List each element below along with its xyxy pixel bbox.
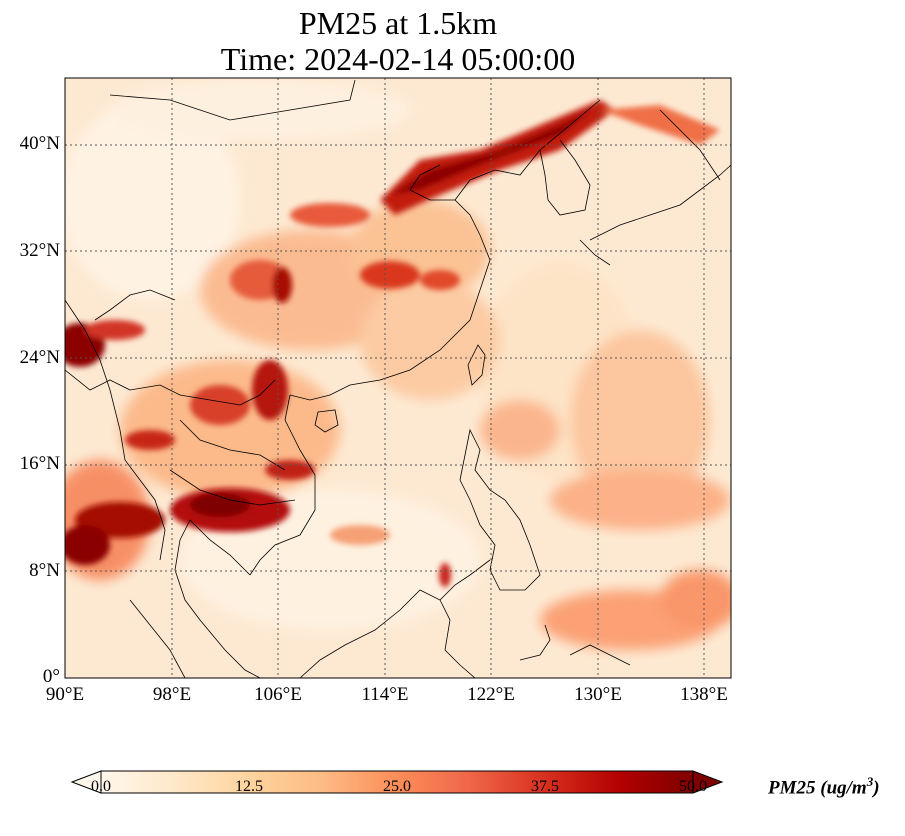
lon-label-130e: 130°E: [574, 684, 622, 705]
colorbar-tick-12-5: 12.5: [235, 778, 263, 795]
colorbar-title-close: ): [873, 777, 880, 799]
colorbar-gradient: [101, 771, 693, 793]
lon-label-90e: 90°E: [45, 684, 85, 705]
map-title-line2: Time: 2024-02-14 05:00:00: [220, 41, 576, 77]
colorbar-outline: [100, 770, 694, 794]
map-frame: [64, 77, 732, 679]
lon-label-98e: 98°E: [152, 684, 192, 705]
lat-label-32n: 32°N: [19, 240, 60, 261]
colorbar-title-exponent: 3: [866, 774, 874, 789]
gridlines: [65, 78, 731, 678]
lon-label-106e: 106°E: [254, 684, 302, 705]
pm25-field: [65, 78, 731, 678]
lat-label-0: 0°: [42, 666, 60, 687]
colorbar-tick-37-5: 37.5: [531, 778, 559, 795]
colorbar: [70, 770, 724, 794]
lon-label-122e: 122°E: [467, 684, 515, 705]
coastlines: [65, 79, 731, 678]
lat-label-8n: 8°N: [29, 560, 60, 581]
colorbar-title: PM25 (ug/m3): [768, 774, 880, 799]
colorbar-tick-25: 25.0: [383, 778, 411, 795]
lon-label-114e: 114°E: [361, 684, 409, 705]
colorbar-tick-50: 50.0: [679, 778, 707, 795]
lat-label-40n: 40°N: [19, 133, 60, 154]
lat-label-16n: 16°N: [19, 453, 60, 474]
colorbar-tick-0: 0.0: [91, 778, 111, 795]
colorbar-title-text: PM25 (ug/m: [768, 777, 867, 799]
map-title-line1: PM25 at 1.5km: [298, 5, 498, 41]
lat-label-24n: 24°N: [19, 347, 60, 368]
lon-label-138e: 138°E: [680, 684, 728, 705]
